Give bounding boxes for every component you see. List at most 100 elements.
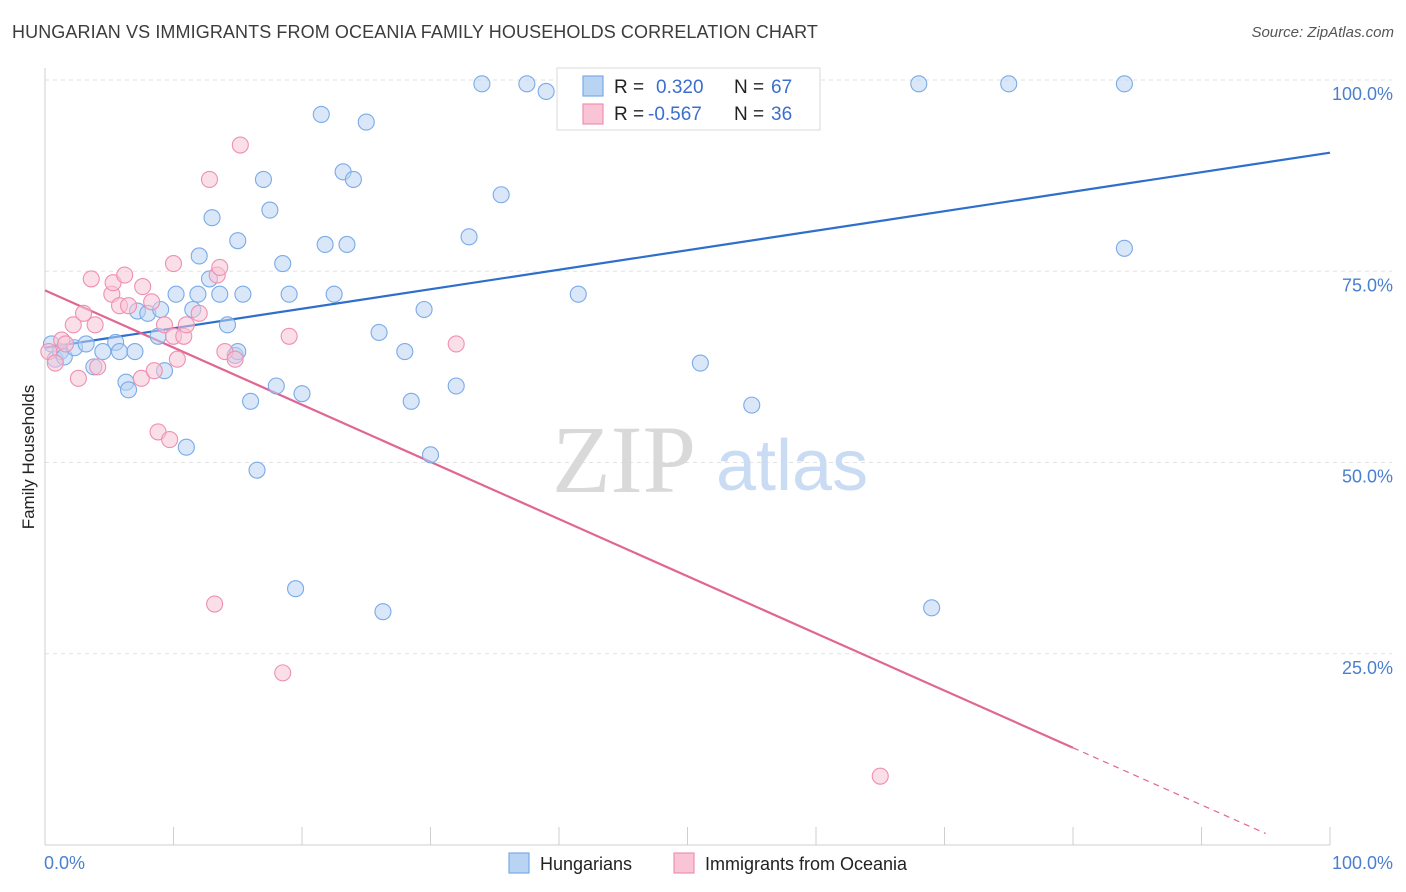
y-tick-label: 50.0%	[1342, 467, 1393, 487]
point-hungarians	[743, 396, 761, 414]
point-hungarians	[338, 235, 356, 254]
point-hungarians	[211, 285, 229, 303]
point-hungarians	[415, 300, 433, 319]
point-hungarians	[248, 461, 266, 479]
trend-line-extrapolated-1	[1072, 747, 1266, 835]
watermark: ZIP atlas	[552, 406, 868, 513]
point-oceania	[82, 270, 100, 288]
point-hungarians	[312, 105, 330, 123]
legend-swatch-oceania	[582, 103, 604, 125]
point-oceania	[134, 277, 152, 296]
point-oceania	[86, 316, 104, 334]
series-legend-label-oceania: Immigrants from Oceania	[705, 854, 908, 874]
point-oceania	[447, 335, 465, 353]
data-points	[40, 75, 1133, 785]
trend-line-1	[44, 289, 1074, 749]
point-hungarians	[242, 392, 260, 410]
legend-swatch-hungarians	[582, 75, 604, 97]
point-hungarians	[167, 285, 185, 303]
point-oceania	[64, 316, 82, 334]
point-hungarians	[460, 228, 478, 246]
point-oceania	[132, 369, 150, 387]
point-hungarians	[1115, 239, 1133, 257]
point-oceania	[164, 255, 183, 273]
point-hungarians	[254, 170, 273, 188]
point-hungarians	[119, 381, 138, 399]
stat-r-label-1: R =	[614, 104, 644, 125]
stat-n-value-0: 67	[771, 77, 792, 98]
point-hungarians	[1115, 75, 1133, 93]
point-hungarians	[325, 285, 343, 303]
point-hungarians	[1000, 75, 1018, 93]
point-hungarians	[261, 201, 279, 219]
point-hungarians	[234, 285, 252, 303]
series-legend-label-hungarians: Hungarians	[540, 854, 632, 874]
point-hungarians	[370, 323, 388, 342]
point-oceania	[226, 350, 244, 368]
point-hungarians	[229, 232, 247, 250]
point-hungarians	[473, 75, 491, 93]
point-hungarians	[287, 580, 305, 598]
stat-r-value-0: 0.320	[656, 77, 704, 98]
point-hungarians	[110, 343, 129, 361]
point-hungarians	[537, 82, 555, 101]
chart-title: HUNGARIAN VS IMMIGRANTS FROM OCEANIA FAM…	[12, 22, 818, 42]
point-hungarians	[293, 385, 311, 403]
stats-legend: R = 0.320 N = 67 R = -0.567 N = 36	[556, 67, 821, 131]
point-hungarians	[518, 75, 536, 93]
point-oceania	[145, 362, 163, 380]
x-tick-label-left: 0.0%	[44, 853, 85, 873]
stat-n-label-1: N =	[734, 104, 764, 125]
series-legend-swatch-oceania	[673, 852, 695, 874]
point-hungarians	[396, 343, 414, 361]
watermark-zip: ZIP	[552, 406, 696, 513]
axis-labels: 100.0% 75.0% 50.0% 25.0% 0.0% 100.0% Family Ho…	[19, 84, 1393, 873]
point-hungarians	[190, 247, 208, 265]
point-oceania	[200, 170, 219, 188]
point-hungarians	[316, 235, 334, 254]
point-hungarians	[274, 255, 292, 273]
point-oceania	[168, 350, 186, 368]
point-hungarians	[203, 209, 221, 227]
point-hungarians	[910, 75, 928, 93]
point-oceania	[143, 293, 161, 311]
x-tick-label-right: 100.0%	[1332, 853, 1393, 873]
point-oceania	[177, 316, 195, 334]
y-axis-title: Family Households	[19, 385, 38, 530]
stat-r-label-0: R =	[614, 77, 644, 98]
trend-lines	[44, 151, 1331, 835]
point-hungarians	[691, 354, 709, 372]
point-oceania	[57, 335, 75, 353]
stat-n-label-0: N =	[734, 77, 764, 98]
point-oceania	[155, 316, 174, 334]
point-oceania	[69, 369, 87, 387]
y-tick-label: 25.0%	[1342, 658, 1393, 678]
axes	[44, 68, 1331, 846]
stat-r-value-1: -0.567	[648, 104, 702, 125]
point-hungarians	[447, 377, 465, 395]
point-oceania	[75, 304, 93, 322]
point-oceania	[119, 297, 138, 315]
point-oceania	[231, 136, 249, 154]
point-oceania	[46, 354, 64, 372]
point-hungarians	[189, 285, 207, 303]
point-hungarians	[402, 392, 420, 410]
point-oceania	[871, 767, 889, 785]
point-oceania	[116, 266, 134, 284]
point-hungarians	[126, 343, 144, 361]
point-oceania	[89, 358, 107, 376]
point-oceania	[206, 595, 224, 613]
source-label: Source: ZipAtlas.com	[1251, 24, 1394, 41]
point-hungarians	[177, 438, 195, 456]
trend-line-0	[44, 151, 1331, 349]
point-hungarians	[923, 599, 941, 617]
point-hungarians	[569, 285, 587, 303]
point-hungarians	[344, 170, 362, 188]
point-hungarians	[421, 446, 440, 464]
point-oceania	[211, 258, 229, 276]
point-hungarians	[77, 335, 95, 353]
point-hungarians	[218, 316, 237, 334]
point-hungarians	[492, 186, 510, 204]
series-legend: Hungarians Immigrants from Oceania	[508, 852, 908, 874]
point-hungarians	[357, 113, 375, 131]
